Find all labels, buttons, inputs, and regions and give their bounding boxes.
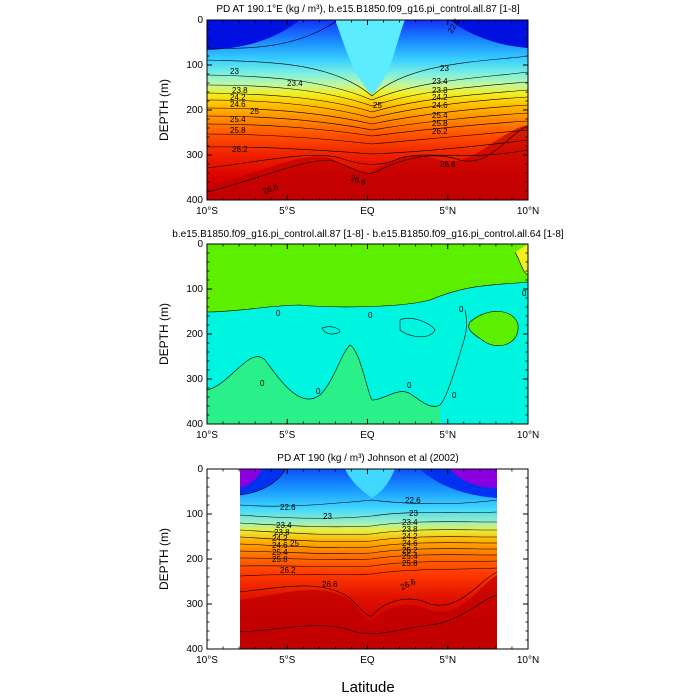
x-tick-label: 5°S [279,430,296,441]
panel3-clabel: 25.4 [272,548,288,557]
x-tick-label: 5°S [279,206,296,217]
y-tick-label: 200 [186,329,203,340]
panel3-clabel: 23 [409,509,418,518]
x-tick-label: 5°N [439,206,456,217]
panel3-clabel: 24.6 [402,539,418,548]
panel1-clabel: 23 [440,64,449,73]
x-tick-label: 5°S [279,655,296,666]
x-tick-label: EQ [360,430,375,441]
y-tick-label: 100 [186,509,203,520]
panel3-contours [240,469,497,635]
panel2-contour-labels: 0 0 0 0 0 0 0 0 [260,289,527,400]
y-tick-label: 0 [197,15,203,26]
panel3-contour-labels: 22.6 22.6 23 23 23.4 23.4 23.8 23.8 24.2… [272,496,421,592]
panel1-clabel: 24.2 [432,93,448,102]
y-tick-label: 100 [186,60,203,71]
panel3-clabel: 25.8 [272,555,288,564]
panel3-clabel: 25 [290,539,299,548]
panel2-title: b.e15.B1850.f09_g16.pi_control.all.87 [1… [172,229,564,240]
panel1-clabel: 26.2 [432,127,448,136]
x-axis-label: Latitude [341,679,394,696]
panel1-clabel: 25 [250,107,259,116]
panel3-clabel: 26.6 [322,580,338,589]
panel1-clabel: 26.6 [440,160,456,169]
y-tick-label: 400 [186,419,203,430]
x-tick-label: 5°N [439,430,456,441]
y-tick-label: 0 [197,239,203,250]
panel3-clabel: 22.6 [280,503,296,512]
y-tick-label: 300 [186,599,203,610]
panel1-clabel: 25.4 [432,111,448,120]
panel1-clabel: 26.2 [232,145,248,154]
x-tick-label: 10°N [517,206,539,217]
panel2-y-axis-label: DEPTH (m) [157,303,171,365]
x-tick-label: 10°S [196,206,218,217]
x-tick-label: EQ [360,655,375,666]
panel1-clabel: 25.4 [230,115,246,124]
x-tick-label: 10°N [517,430,539,441]
x-tick-label: 5°N [439,655,456,666]
panel3-y-axis-label: DEPTH (m) [157,528,171,590]
panel3-clabel: 25.4 [402,552,418,561]
panel1-clabel: 23.4 [432,77,448,86]
panel2-clabel: 0 [522,289,527,298]
y-tick-label: 400 [186,195,203,206]
panel3-title: PD AT 190 (kg / m³) Johnson et al (2002) [277,453,458,464]
y-tick-label: 200 [186,105,203,116]
panel1-contours [207,21,528,193]
panel3-clabel: 24.2 [402,532,418,541]
y-tick-label: 100 [186,284,203,295]
panel3-clabel: 24.2 [272,534,288,543]
panel3-clabel: 22.6 [405,496,421,505]
x-tick-label: 10°S [196,655,218,666]
panel1-clabel: 24.6 [432,101,448,110]
panel1-clabel: 25.8 [432,119,448,128]
y-tick-label: 0 [197,464,203,475]
panel3-clabel: 25 [402,546,411,555]
y-tick-label: 300 [186,374,203,385]
panel3-clabel: 23.4 [276,521,292,530]
panel1-title: PD AT 190.1°E (kg / m³), b.e15.B1850.f09… [216,4,519,15]
panel3-clabel: 23.8 [402,525,418,534]
panel1-clabel: 24.6 [230,100,246,109]
y-tick-label: 400 [186,644,203,655]
panel1-fill [207,20,528,200]
panel1-clabel: 23.4 [287,79,303,88]
panel3-clabel: 23.4 [402,518,418,527]
panel2-contours [207,251,528,407]
panel1-clabel: 23 [230,67,239,76]
panel1-clabel: 25 [373,101,382,110]
panel2-clabel: 0 [260,379,265,388]
panel2-clabel: 0 [452,391,457,400]
panel2-clabel: 0 [407,381,412,390]
panel2-clabel: 0 [368,311,373,320]
panel2-fill [207,244,528,424]
y-tick-label: 200 [186,554,203,565]
panel3-clabel: 23.8 [274,528,290,537]
panel3-clabel: 25.8 [402,559,418,568]
x-tick-label: EQ [360,206,375,217]
panel1-clabel: 25.8 [230,126,246,135]
panel3-clabel: 26.2 [280,566,296,575]
y-tick-label: 300 [186,150,203,161]
panel1-clabel: 23.8 [432,86,448,95]
x-tick-label: 10°N [517,655,539,666]
panel1-clabel: 23.8 [232,86,248,95]
panel1-clabel: 24.2 [230,93,246,102]
panel3-clabel: 26.2 [402,546,418,555]
panel2-clabel: 0 [316,387,321,396]
x-tick-label: 10°S [196,430,218,441]
panel2-clabel: 0 [276,309,281,318]
panel3-clabel: 24.6 [272,541,288,550]
panel3-clabel: 23 [323,512,332,521]
panel1-y-axis-label: DEPTH (m) [157,79,171,141]
panel2-clabel: 0 [459,305,464,314]
